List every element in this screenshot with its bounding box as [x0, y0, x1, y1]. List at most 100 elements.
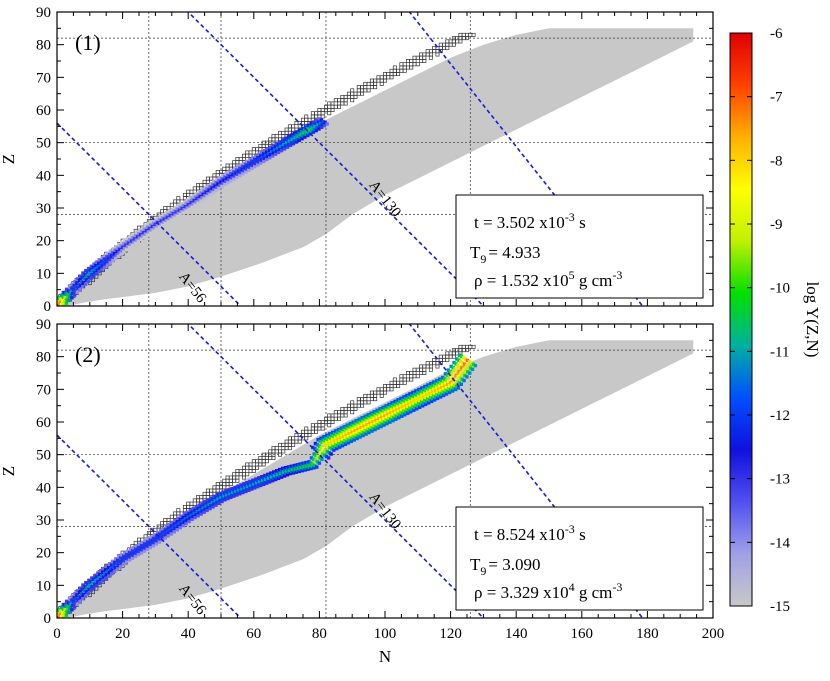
abundance-cell	[125, 549, 130, 553]
abundance-cell	[232, 177, 236, 181]
abundance-cell	[116, 242, 121, 247]
abundance-cell	[192, 198, 196, 203]
abundance-cell	[130, 549, 135, 553]
abundance-cell	[381, 419, 385, 423]
abundance-cell	[411, 397, 415, 402]
abundance-cell	[182, 207, 186, 212]
abundance-cell	[79, 279, 84, 284]
abundance-cell	[377, 409, 381, 414]
stable-nucleus	[422, 59, 427, 63]
abundance-cell	[71, 599, 76, 604]
abundance-cell	[196, 193, 200, 197]
abundance-cell	[151, 536, 156, 540]
abundance-cell	[62, 290, 66, 295]
stable-nucleus	[232, 160, 237, 165]
abundance-cell	[142, 227, 147, 231]
colorbar-tick-label: -8	[770, 153, 783, 169]
stable-nucleus	[314, 429, 319, 434]
abundance-cell	[256, 484, 260, 489]
abundance-cell	[314, 121, 318, 126]
abundance-cell	[428, 395, 433, 399]
abundance-cell	[184, 201, 188, 206]
stable-nucleus	[366, 81, 371, 86]
stable-nucleus	[242, 472, 246, 477]
abundance-cell	[155, 539, 160, 543]
stable-nucleus	[363, 397, 368, 402]
abundance-cell	[141, 545, 146, 549]
abundance-cell	[391, 412, 395, 416]
abundance-cell	[151, 544, 156, 548]
abundance-cell	[234, 489, 238, 493]
abundance-cell	[369, 425, 373, 429]
stable-nucleus	[317, 108, 322, 112]
abundance-cell	[259, 161, 263, 165]
abundance-cell	[252, 160, 256, 164]
abundance-cell	[128, 555, 133, 559]
stable-nucleus	[310, 429, 315, 434]
abundance-cell	[313, 458, 318, 463]
abundance-cell	[187, 519, 191, 524]
abundance-cell	[181, 210, 185, 215]
abundance-cell	[435, 385, 439, 390]
abundance-cell	[393, 399, 397, 404]
abundance-cell	[108, 249, 113, 253]
stable-nucleus	[186, 189, 191, 194]
abundance-cell	[240, 167, 244, 172]
abundance-cell	[108, 261, 112, 265]
abundance-cell	[79, 595, 83, 600]
abundance-cell	[233, 485, 237, 490]
panel-1-plot-area	[57, 12, 713, 306]
abundance-cell	[470, 367, 475, 372]
stable-nucleus	[369, 397, 374, 402]
abundance-cell	[260, 481, 264, 485]
abundance-cell	[295, 130, 299, 134]
abundance-cell	[389, 417, 393, 422]
abundance-cell	[92, 270, 97, 275]
stable-nucleus	[340, 413, 345, 418]
abundance-cell	[312, 127, 316, 131]
abundance-cell	[154, 227, 159, 231]
abundance-cell	[323, 439, 327, 443]
abundance-cell	[101, 260, 106, 265]
abundance-cell	[392, 409, 396, 413]
abundance-cell	[254, 483, 258, 488]
abundance-cell	[394, 410, 398, 415]
abundance-cell	[310, 464, 314, 469]
abundance-cell	[347, 431, 351, 435]
abundance-cell	[349, 432, 353, 437]
abundance-cell	[315, 448, 319, 452]
x-tick-label: 80	[312, 626, 327, 642]
abundance-cell	[76, 598, 80, 602]
abundance-cell	[123, 555, 128, 560]
abundance-cell	[346, 434, 351, 438]
abundance-cell	[333, 429, 338, 433]
abundance-cell	[132, 550, 137, 554]
abundance-cell	[304, 466, 308, 470]
abundance-cell	[263, 156, 267, 160]
abundance-cell	[389, 410, 393, 415]
abundance-cell	[383, 420, 387, 425]
abundance-cell	[113, 557, 118, 561]
stable-nucleus	[419, 55, 424, 60]
abundance-cell	[161, 220, 166, 224]
abundance-cell	[122, 250, 126, 254]
stable-nucleus	[330, 416, 335, 421]
abundance-cell	[114, 562, 119, 566]
abundance-cell	[204, 504, 208, 508]
stable-nucleus	[356, 397, 361, 402]
abundance-cell	[285, 145, 290, 149]
stable-nucleus	[340, 410, 345, 415]
abundance-cell	[309, 129, 314, 133]
abundance-cell	[111, 255, 116, 259]
abundance-cell	[433, 384, 437, 388]
abundance-cell	[64, 301, 69, 305]
abundance-cell	[72, 283, 76, 288]
stable-nucleus	[333, 98, 338, 103]
abundance-cell	[282, 467, 287, 472]
abundance-cell	[244, 489, 248, 494]
abundance-cell	[381, 405, 385, 409]
abundance-cell	[116, 254, 121, 259]
abundance-cell	[60, 614, 64, 618]
abundance-cell	[426, 390, 430, 394]
abundance-cell	[121, 554, 126, 558]
